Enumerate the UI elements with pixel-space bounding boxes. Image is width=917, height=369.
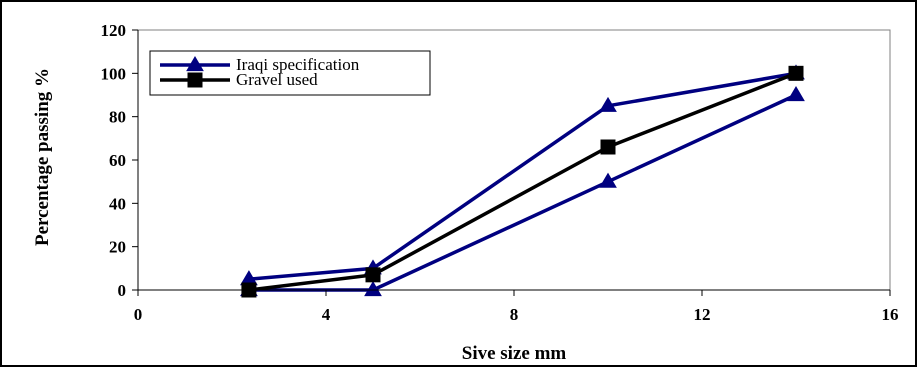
data-point-1-0-1 (365, 267, 381, 283)
y-tick-label: 0 (118, 281, 127, 300)
data-point-0-1-1 (364, 281, 382, 297)
legend-marker-0 (186, 56, 204, 72)
x-tick-label: 0 (134, 305, 143, 324)
data-point-0-1-3 (787, 86, 805, 102)
x-tick-label: 4 (322, 305, 331, 324)
y-tick-label: 20 (109, 238, 126, 257)
series-line-1-0 (248, 71, 797, 292)
x-tick-label: 16 (882, 305, 899, 324)
legend-label-1: Gravel used (236, 70, 318, 89)
y-tick-label: 60 (109, 151, 126, 170)
series-line-0-0 (248, 71, 797, 281)
data-point-0-0-2 (599, 96, 617, 112)
data-point-1-0-2 (600, 139, 616, 155)
data-point-0-1-2 (599, 172, 617, 188)
data-point-1-0-3 (788, 65, 804, 81)
y-axis-title: Percentage passing % (32, 68, 53, 246)
y-tick-label: 80 (109, 108, 126, 127)
x-axis-title: Sive size mm (462, 343, 567, 364)
legend-label-0: Iraqi specification (236, 55, 360, 74)
legend-marker-1 (187, 72, 203, 88)
y-tick-label: 40 (109, 194, 126, 213)
y-tick-label: 100 (101, 64, 127, 83)
x-tick-label: 8 (510, 305, 519, 324)
x-tick-label: 12 (694, 305, 711, 324)
y-tick-label: 120 (101, 21, 127, 40)
